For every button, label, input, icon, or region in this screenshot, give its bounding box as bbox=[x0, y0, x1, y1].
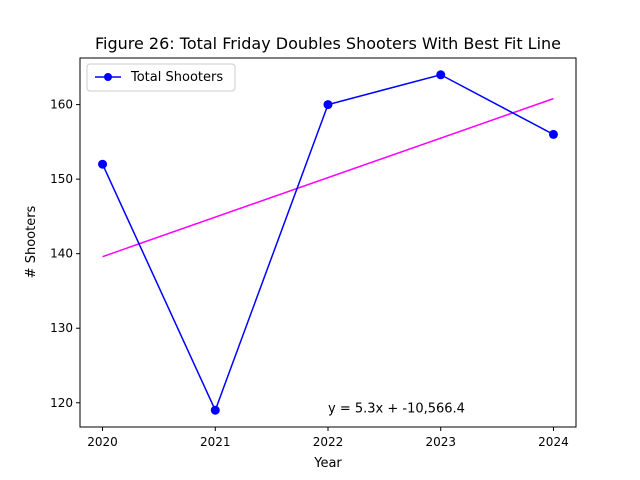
x-tick-label: 2022 bbox=[313, 435, 344, 449]
y-tick-label: 130 bbox=[50, 321, 73, 335]
x-tick-label: 2020 bbox=[87, 435, 118, 449]
x-tick-label: 2023 bbox=[425, 435, 456, 449]
data-point bbox=[98, 159, 108, 169]
legend-swatch-marker bbox=[104, 73, 112, 81]
legend-label-total-shooters: Total Shooters bbox=[130, 70, 223, 85]
best-fit-layer bbox=[102, 97, 554, 258]
data-point bbox=[210, 405, 220, 415]
y-tick-label: 160 bbox=[50, 98, 73, 112]
x-axis: 2020 2021 2022 2023 2024 bbox=[87, 427, 569, 449]
data-point bbox=[548, 129, 558, 139]
y-tick-label: 140 bbox=[50, 247, 73, 261]
x-tick-label: 2024 bbox=[538, 435, 569, 449]
legend: Total Shooters bbox=[86, 63, 236, 92]
x-axis-label: Year bbox=[313, 456, 342, 471]
data-point bbox=[323, 100, 333, 110]
y-axis-label: # Shooters bbox=[24, 205, 39, 278]
chart-title: Figure 26: Total Friday Doubles Shooters… bbox=[95, 34, 561, 53]
series-layer bbox=[98, 70, 558, 415]
y-axis: 120 130 140 150 160 bbox=[50, 98, 80, 410]
y-tick-label: 120 bbox=[50, 396, 73, 410]
legend-box bbox=[86, 63, 236, 92]
y-tick-label: 150 bbox=[50, 172, 73, 186]
best-fit-line bbox=[102, 97, 554, 258]
data-point bbox=[436, 70, 446, 80]
best-fit-equation: y = 5.3x + -10,566.4 bbox=[328, 402, 465, 417]
plot-area bbox=[80, 58, 576, 427]
x-tick-label: 2021 bbox=[200, 435, 231, 449]
